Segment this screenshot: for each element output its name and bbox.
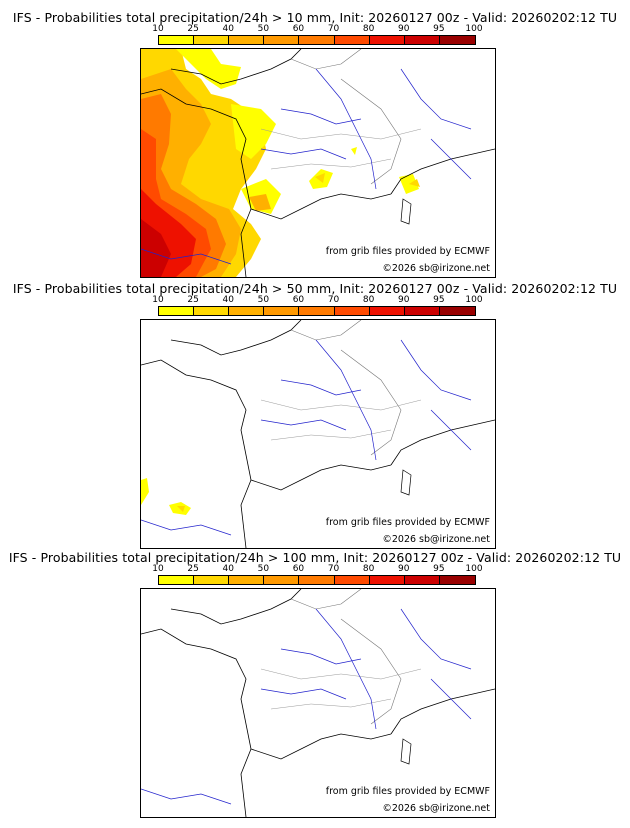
colorbar-tick-label: 60 <box>292 295 305 305</box>
colorbar-tick-label: 40 <box>222 295 234 305</box>
colorbar-swatch <box>439 576 475 584</box>
colorbar-tick-label: 10 <box>152 24 164 34</box>
colorbar-tick-label: 70 <box>327 295 340 305</box>
credit-copyright: ©2026 sb@irizone.net <box>382 803 490 814</box>
colorbar-tick-label: 100 <box>465 564 483 574</box>
colorbar-swatch <box>299 576 335 584</box>
colorbar-tick-label: 90 <box>398 295 410 305</box>
colorbar-swatch <box>369 307 405 315</box>
colorbar-tick-label: 25 <box>187 564 199 574</box>
credit-copyright: ©2026 sb@irizone.net <box>382 263 490 274</box>
precip-field-100mm <box>141 589 495 817</box>
panel-title: IFS - Probabilities total precipitation/… <box>12 281 618 296</box>
colorbar-swatch <box>369 36 405 44</box>
colorbar-swatch <box>229 36 265 44</box>
colorbar-swatch <box>159 307 195 315</box>
map-panel-100mm: IFS - Probabilities total precipitation/… <box>0 540 630 818</box>
probability-map: from grib files provided by ECMWF ©2026 … <box>140 48 496 278</box>
colorbar-tick-label: 50 <box>257 24 270 34</box>
colorbar-swatch <box>194 36 230 44</box>
colorbar-swatch <box>159 36 195 44</box>
colorbar-swatch <box>159 576 195 584</box>
colorbar-tick-label: 25 <box>187 295 199 305</box>
colorbar-tick-label: 100 <box>465 295 483 305</box>
precip-field-50mm <box>141 320 495 548</box>
colorbar-tick-label: 100 <box>465 24 483 34</box>
map-panel-50mm: IFS - Probabilities total precipitation/… <box>0 271 630 549</box>
colorbar-tick-label: 80 <box>362 24 375 34</box>
colorbar-swatch <box>439 307 475 315</box>
colorbar-tick-label: 70 <box>327 24 340 34</box>
credit-source: from grib files provided by ECMWF <box>325 517 490 528</box>
colorbar-tick-label: 10 <box>152 564 164 574</box>
colorbar <box>158 35 476 45</box>
colorbar-labels: 10 25 40 50 60 70 80 90 95 100 <box>150 295 490 305</box>
colorbar-tick-label: 80 <box>362 295 375 305</box>
panel-title: IFS - Probabilities total precipitation/… <box>8 550 622 565</box>
probability-map: from grib files provided by ECMWF ©2026 … <box>140 588 496 818</box>
colorbar-swatch <box>299 36 335 44</box>
colorbar-tick-label: 40 <box>222 24 234 34</box>
colorbar-tick-label: 95 <box>433 295 445 305</box>
colorbar-swatch <box>439 36 475 44</box>
colorbar-swatch <box>194 307 230 315</box>
credit-source: from grib files provided by ECMWF <box>325 786 490 797</box>
credit-source: from grib files provided by ECMWF <box>325 246 490 257</box>
colorbar-swatch <box>334 576 370 584</box>
colorbar <box>158 575 476 585</box>
colorbar-swatch <box>404 576 440 584</box>
colorbar-swatch <box>404 36 440 44</box>
panel-title: IFS - Probabilities total precipitation/… <box>12 10 618 25</box>
colorbar-swatch <box>229 307 265 315</box>
colorbar-labels: 10 25 40 50 60 70 80 90 95 100 <box>150 564 490 574</box>
credit-copyright: ©2026 sb@irizone.net <box>382 534 490 545</box>
colorbar-labels: 10 25 40 50 60 70 80 90 95 100 <box>150 24 490 34</box>
colorbar-swatch <box>264 36 300 44</box>
colorbar-swatch <box>369 576 405 584</box>
colorbar-tick-label: 90 <box>398 564 410 574</box>
colorbar-swatch <box>334 36 370 44</box>
probability-map: from grib files provided by ECMWF ©2026 … <box>140 319 496 549</box>
colorbar-tick-label: 95 <box>433 564 445 574</box>
colorbar-swatch <box>264 307 300 315</box>
colorbar-swatch <box>229 576 265 584</box>
colorbar-tick-label: 60 <box>292 564 305 574</box>
colorbar-tick-label: 80 <box>362 564 375 574</box>
colorbar-tick-label: 60 <box>292 24 305 34</box>
colorbar-tick-label: 95 <box>433 24 445 34</box>
precip-field-10mm <box>141 49 495 277</box>
colorbar-tick-label: 70 <box>327 564 340 574</box>
colorbar-swatch <box>299 307 335 315</box>
colorbar-tick-label: 50 <box>257 564 270 574</box>
map-panel-10mm: IFS - Probabilities total precipitation/… <box>0 0 630 278</box>
colorbar-swatch <box>194 576 230 584</box>
colorbar-tick-label: 90 <box>398 24 410 34</box>
colorbar <box>158 306 476 316</box>
colorbar-tick-label: 40 <box>222 564 234 574</box>
colorbar-tick-label: 25 <box>187 24 199 34</box>
colorbar-swatch <box>264 576 300 584</box>
colorbar-tick-label: 50 <box>257 295 270 305</box>
colorbar-swatch <box>404 307 440 315</box>
colorbar-tick-label: 10 <box>152 295 164 305</box>
colorbar-swatch <box>334 307 370 315</box>
